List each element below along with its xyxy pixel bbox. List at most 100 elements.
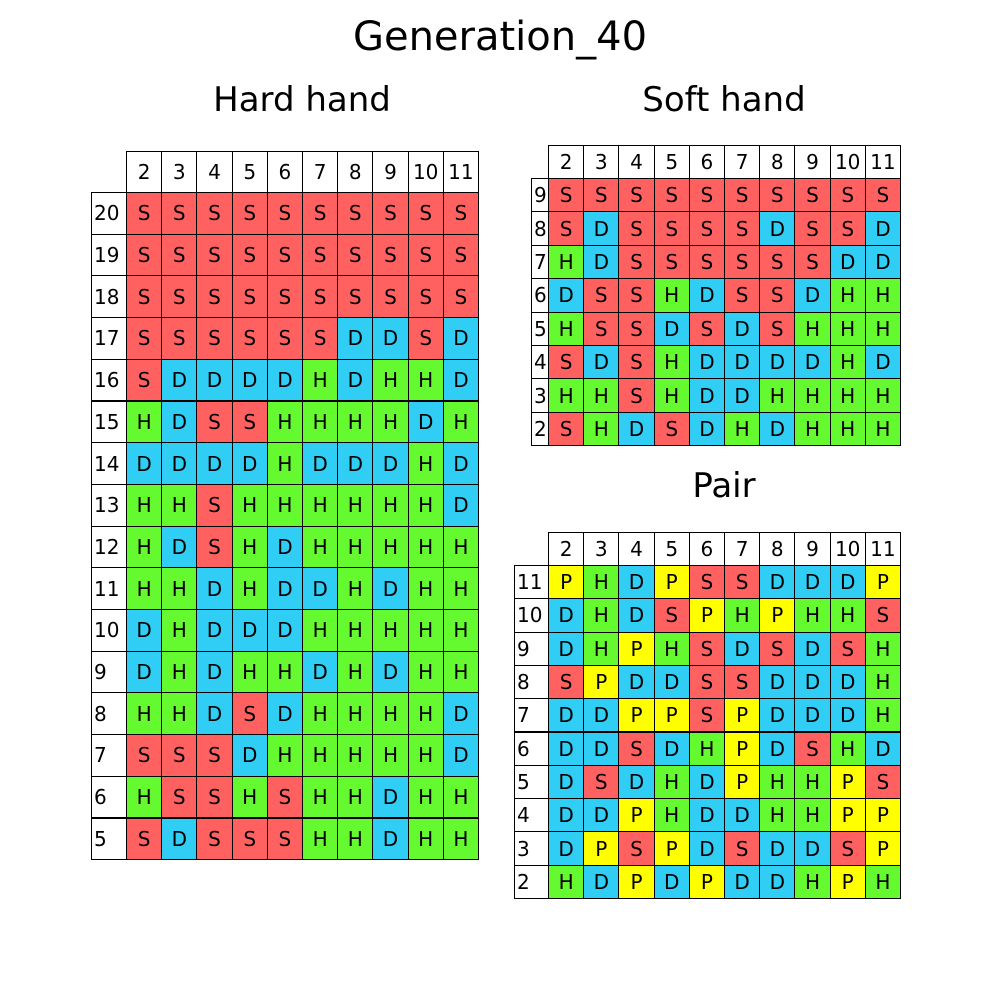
soft-cell-7-5: S xyxy=(653,244,690,280)
hard-cell-9-10: H xyxy=(407,650,444,694)
pair-cell-8-2: S xyxy=(548,664,585,700)
hard-cell-10-10: H xyxy=(407,609,444,652)
pair-col-header-4: 4 xyxy=(618,532,655,566)
pair-row-header-10: 10 xyxy=(514,598,549,633)
pair-cell-9-7: D xyxy=(724,631,761,666)
soft-cell-6-11: H xyxy=(864,278,901,313)
hard-cell-20-8: S xyxy=(337,192,374,235)
soft-cell-5-4: S xyxy=(618,311,655,346)
pair-cell-7-2: D xyxy=(548,698,585,733)
hard-cell-17-8: D xyxy=(337,317,374,360)
pair-col-header-7: 7 xyxy=(724,532,761,566)
pair-row-header-7: 7 xyxy=(514,698,549,733)
soft-cell-8-10: S xyxy=(829,211,866,246)
hard-cell-12-7: H xyxy=(302,525,339,569)
hard-cell-14-3: D xyxy=(161,442,198,485)
hard-cell-12-9: H xyxy=(372,525,409,569)
hard-cell-13-5: H xyxy=(231,483,268,527)
pair-cell-2-8: D xyxy=(759,864,796,899)
soft-cell-2-11: H xyxy=(864,411,901,447)
pair-cell-4-4: P xyxy=(618,798,655,833)
hard-cell-6-11: H xyxy=(442,775,479,819)
hard-cell-7-9: H xyxy=(372,734,409,777)
pair-cell-11-7: S xyxy=(724,565,761,600)
hard-cell-15-6: H xyxy=(266,400,303,444)
pair-cell-8-9: D xyxy=(794,664,831,700)
hard-cell-9-3: H xyxy=(161,650,198,694)
hard-cell-13-7: H xyxy=(302,483,339,527)
pair-cell-5-9: H xyxy=(794,764,831,800)
pair-cell-8-5: D xyxy=(653,664,690,700)
hard-col-header-8: 8 xyxy=(337,151,374,193)
hard-cell-12-11: H xyxy=(442,525,479,569)
hard-row-header-17: 17 xyxy=(91,317,127,360)
hard-cell-10-8: H xyxy=(337,609,374,652)
soft-cell-9-2: S xyxy=(548,178,585,213)
hard-cell-19-7: S xyxy=(302,233,339,277)
hard-row-header-6: 6 xyxy=(91,775,127,819)
hard-cell-11-8: H xyxy=(337,567,374,610)
hard-cell-6-8: H xyxy=(337,775,374,819)
soft-cell-8-6: S xyxy=(688,211,725,246)
soft-cell-3-6: D xyxy=(688,378,725,413)
soft-row-header-4: 4 xyxy=(531,345,549,380)
hard-cell-6-6: S xyxy=(266,775,303,819)
pair-cell-3-8: D xyxy=(759,831,796,866)
pair-cell-10-9: H xyxy=(794,598,831,633)
soft-cell-7-7: S xyxy=(724,244,761,280)
hard-cell-18-11: S xyxy=(442,275,479,319)
hard-cell-8-6: D xyxy=(266,692,303,736)
hard-cell-10-3: H xyxy=(161,609,198,652)
soft-cell-8-3: D xyxy=(583,211,620,246)
hard-cell-5-8: H xyxy=(337,817,374,861)
pair-title: Pair xyxy=(692,466,756,506)
hard-hand-title: Hard hand xyxy=(213,80,391,120)
pair-cell-8-4: D xyxy=(618,664,655,700)
hard-cell-6-9: D xyxy=(372,775,409,819)
pair-cell-6-2: D xyxy=(548,731,585,766)
pair-col-header-3: 3 xyxy=(583,532,620,566)
pair-cell-5-8: H xyxy=(759,764,796,800)
pair-cell-8-3: P xyxy=(583,664,620,700)
hard-cell-16-4: D xyxy=(196,358,233,402)
hard-cell-18-5: S xyxy=(231,275,268,319)
pair-cell-9-2: D xyxy=(548,631,585,666)
hard-cell-8-4: D xyxy=(196,692,233,736)
hard-cell-18-7: S xyxy=(302,275,339,319)
hard-col-header-6: 6 xyxy=(266,151,303,193)
hard-cell-17-7: S xyxy=(302,317,339,360)
hard-cell-8-7: H xyxy=(302,692,339,736)
hard-cell-12-6: D xyxy=(266,525,303,569)
pair-cell-2-2: H xyxy=(548,864,585,899)
soft-cell-6-10: H xyxy=(829,278,866,313)
hard-cell-17-4: S xyxy=(196,317,233,360)
soft-col-header-2: 2 xyxy=(548,145,585,179)
soft-cell-4-7: D xyxy=(724,345,761,380)
pair-cell-6-3: D xyxy=(583,731,620,766)
soft-cell-3-11: H xyxy=(864,378,901,413)
soft-col-header-6: 6 xyxy=(688,145,725,179)
pair-cell-7-6: S xyxy=(688,698,725,733)
soft-cell-9-11: S xyxy=(864,178,901,213)
hard-cell-15-5: S xyxy=(231,400,268,444)
hard-cell-20-11: S xyxy=(442,192,479,235)
soft-cell-5-8: S xyxy=(759,311,796,346)
pair-col-header-10: 10 xyxy=(829,532,866,566)
pair-cell-10-8: P xyxy=(759,598,796,633)
soft-cell-7-6: S xyxy=(688,244,725,280)
soft-col-header-3: 3 xyxy=(583,145,620,179)
pair-cell-11-2: P xyxy=(548,565,585,600)
pair-cell-3-10: S xyxy=(829,831,866,866)
pair-cell-5-11: S xyxy=(864,764,901,800)
pair-cell-8-6: S xyxy=(688,664,725,700)
soft-cell-3-3: H xyxy=(583,378,620,413)
pair-col-header-5: 5 xyxy=(653,532,690,566)
pair-cell-7-9: D xyxy=(794,698,831,733)
hard-cell-16-11: D xyxy=(442,358,479,402)
soft-cell-5-11: H xyxy=(864,311,901,346)
hard-cell-15-3: D xyxy=(161,400,198,444)
hard-col-header-4: 4 xyxy=(196,151,233,193)
soft-cell-3-9: H xyxy=(794,378,831,413)
pair-cell-4-6: D xyxy=(688,798,725,833)
pair-cell-10-3: H xyxy=(583,598,620,633)
